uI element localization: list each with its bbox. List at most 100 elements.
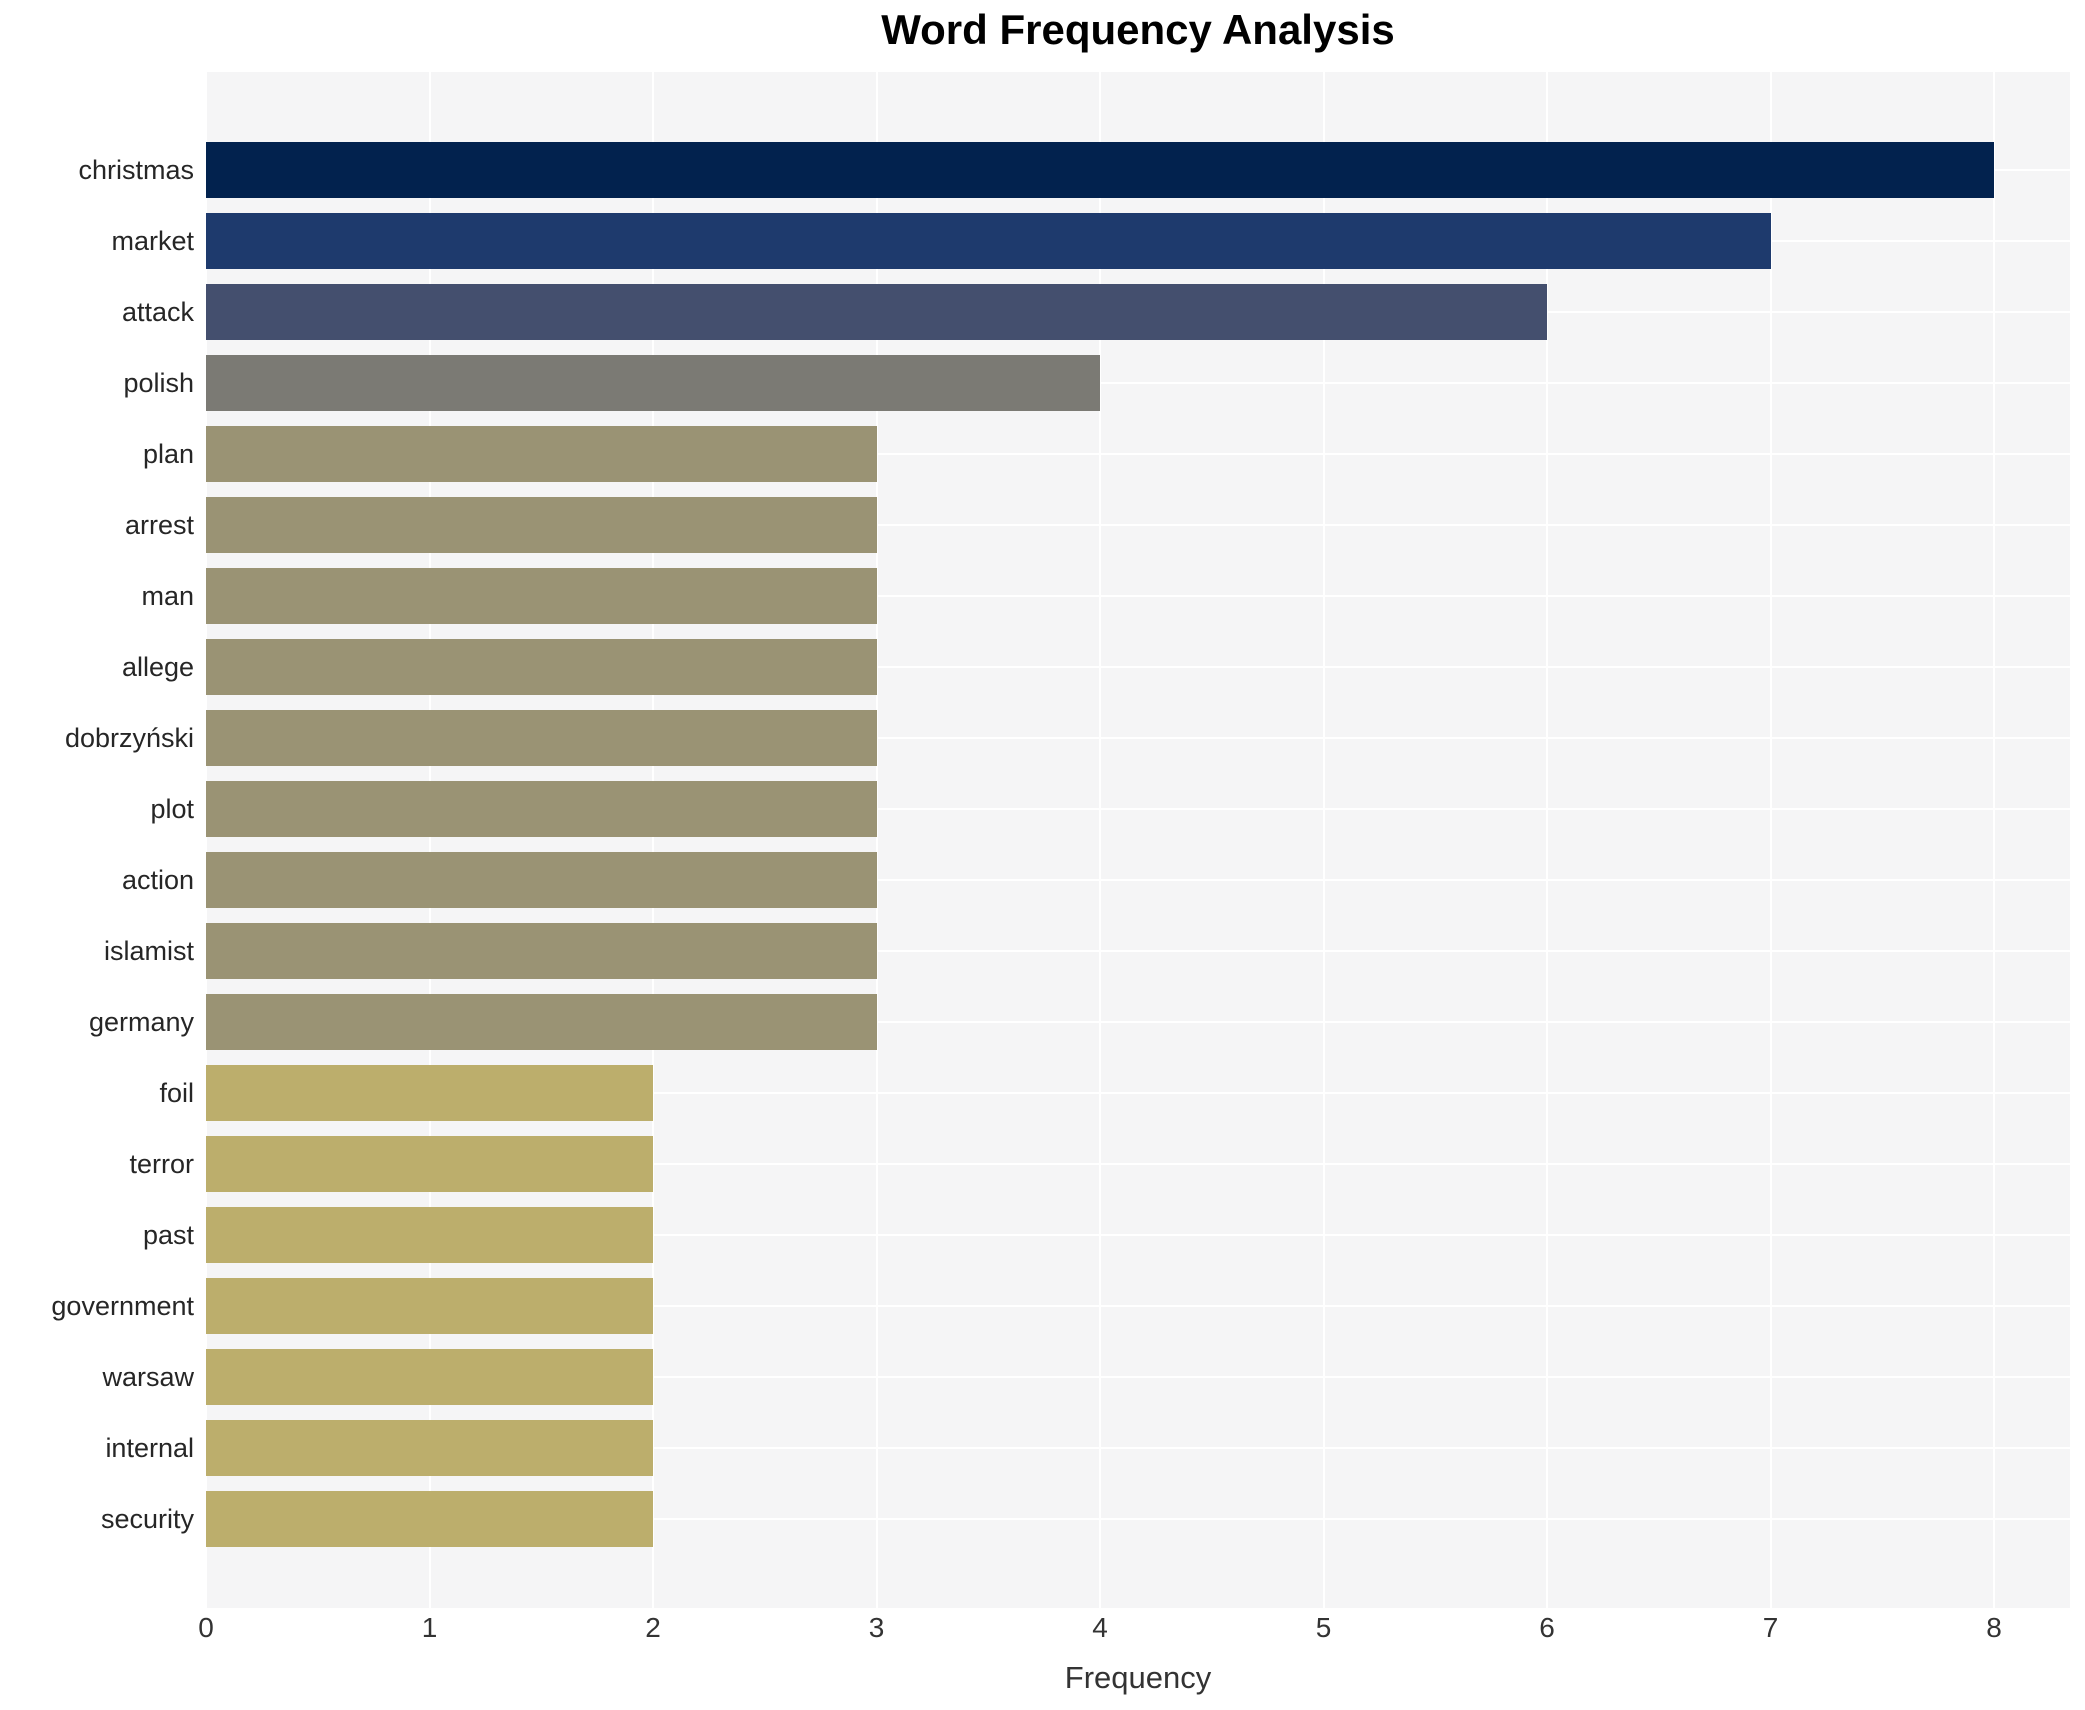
gridline-y-dobrzyński <box>206 737 2070 739</box>
gridline-x-5 <box>1322 72 1325 1608</box>
gridline-y-arrest <box>206 524 2070 526</box>
bar-attack <box>206 284 1547 340</box>
bar-man <box>206 568 877 624</box>
chart-title: Word Frequency Analysis <box>881 6 1395 53</box>
gridline-y-security <box>206 1518 2070 1520</box>
bar-zone <box>206 994 2070 1050</box>
x-tick-label-6: 6 <box>1539 1612 1555 1643</box>
x-tick-label-3: 3 <box>868 1612 885 1643</box>
gridline-y-allege <box>206 666 2070 668</box>
bar-terror <box>206 1136 653 1192</box>
category-label-past: past <box>142 1220 194 1250</box>
bar-zone <box>206 710 2070 766</box>
category-label-allege: allege <box>121 652 194 682</box>
gridline-y-past <box>206 1234 2070 1236</box>
category-label-foil: foil <box>159 1078 194 1108</box>
category-label-terror: terror <box>129 1149 194 1179</box>
gridline-y-germany <box>206 1021 2070 1023</box>
bar-foil <box>206 1065 653 1121</box>
bar-zone <box>206 1420 2070 1476</box>
gridline-y-terror <box>206 1163 2070 1165</box>
gridline-x-3 <box>875 72 878 1608</box>
bar-zone <box>206 284 2070 340</box>
category-label-government: government <box>51 1291 194 1321</box>
bar-row: warsaw <box>0 1349 2070 1420</box>
category-label-dobrzyński: dobrzyński <box>64 723 194 753</box>
x-tick-label-4: 4 <box>1092 1612 1108 1643</box>
bar-internal <box>206 1420 653 1476</box>
x-tick-label-8: 8 <box>1986 1612 2002 1643</box>
bar-action <box>206 852 877 908</box>
bar-row: arrest <box>0 497 2070 568</box>
bar-zone <box>206 497 2070 553</box>
category-label-warsaw: warsaw <box>102 1362 194 1392</box>
bar-row: attack <box>0 284 2070 355</box>
category-label-plan: plan <box>142 439 194 469</box>
bar-germany <box>206 994 877 1050</box>
bar-row: christmas <box>0 142 2070 213</box>
bar-row: man <box>0 568 2070 639</box>
gridline-x-4 <box>1099 72 1101 1608</box>
gridline-y-foil <box>206 1092 2070 1094</box>
gridline-y-plan <box>206 453 2070 455</box>
bar-row: plot <box>0 781 2070 852</box>
gridline-y-action <box>206 879 2070 881</box>
x-axis-ticks: 0 1 2 3 4 5 6 7 8 <box>198 1608 2070 1648</box>
bar-zone <box>206 1349 2070 1405</box>
category-label-christmas: christmas <box>78 155 194 185</box>
bar-plan <box>206 426 877 482</box>
bar-islamist <box>206 923 877 979</box>
bar-row: germany <box>0 994 2070 1065</box>
bar-zone <box>206 639 2070 695</box>
bar-zone <box>206 1065 2070 1121</box>
gridline-y-government <box>206 1305 2070 1307</box>
bar-row: government <box>0 1278 2070 1349</box>
bar-row: terror <box>0 1136 2070 1207</box>
bar-arrest <box>206 497 877 553</box>
bar-plot <box>206 781 877 837</box>
bar-row: dobrzyński <box>0 710 2070 781</box>
category-label-islamist: islamist <box>103 936 194 966</box>
bar-government <box>206 1278 653 1334</box>
bar-row: internal <box>0 1420 2070 1491</box>
category-label-security: security <box>100 1504 194 1534</box>
category-label-polish: polish <box>123 368 194 398</box>
category-label-germany: germany <box>88 1007 194 1037</box>
category-label-market: market <box>111 226 194 256</box>
gridline-x-6 <box>1546 72 1548 1608</box>
bar-zone <box>206 213 2070 269</box>
bar-row: market <box>0 213 2070 284</box>
x-tick-label-1: 1 <box>421 1612 438 1643</box>
category-label-arrest: arrest <box>124 510 194 540</box>
bar-row: polish <box>0 355 2070 426</box>
gridline-y-warsaw <box>206 1376 2070 1378</box>
bar-past <box>206 1207 653 1263</box>
bar-zone <box>206 142 2070 198</box>
gridline-y-polish <box>206 382 2070 384</box>
bar-zone <box>206 781 2070 837</box>
bar-row: action <box>0 852 2070 923</box>
category-label-attack: attack <box>121 297 194 327</box>
bar-zone <box>206 852 2070 908</box>
bar-zone <box>206 1491 2070 1547</box>
bar-market <box>206 213 1771 269</box>
x-axis-label: Frequency <box>1064 1660 1212 1695</box>
gridline-x-8 <box>1993 72 1995 1608</box>
gridline-x-2 <box>652 72 654 1608</box>
bar-polish <box>206 355 1100 411</box>
x-tick-label-0: 0 <box>198 1612 214 1643</box>
category-label-internal: internal <box>105 1433 194 1463</box>
bar-zone <box>206 1136 2070 1192</box>
bar-rows: christmas market attack polish plan arrest man… <box>0 72 2070 1608</box>
bar-row: past <box>0 1207 2070 1278</box>
bar-allege <box>206 639 877 695</box>
gridline-x-0 <box>205 72 207 1608</box>
bar-christmas <box>206 142 1994 198</box>
gridline-y-internal <box>206 1447 2070 1449</box>
x-tick-label-7: 7 <box>1762 1612 1779 1643</box>
gridline-y-man <box>206 595 2070 597</box>
bar-zone <box>206 355 2070 411</box>
bar-zone <box>206 426 2070 482</box>
bar-security <box>206 1491 653 1547</box>
gridline-y-islamist <box>206 950 2070 952</box>
